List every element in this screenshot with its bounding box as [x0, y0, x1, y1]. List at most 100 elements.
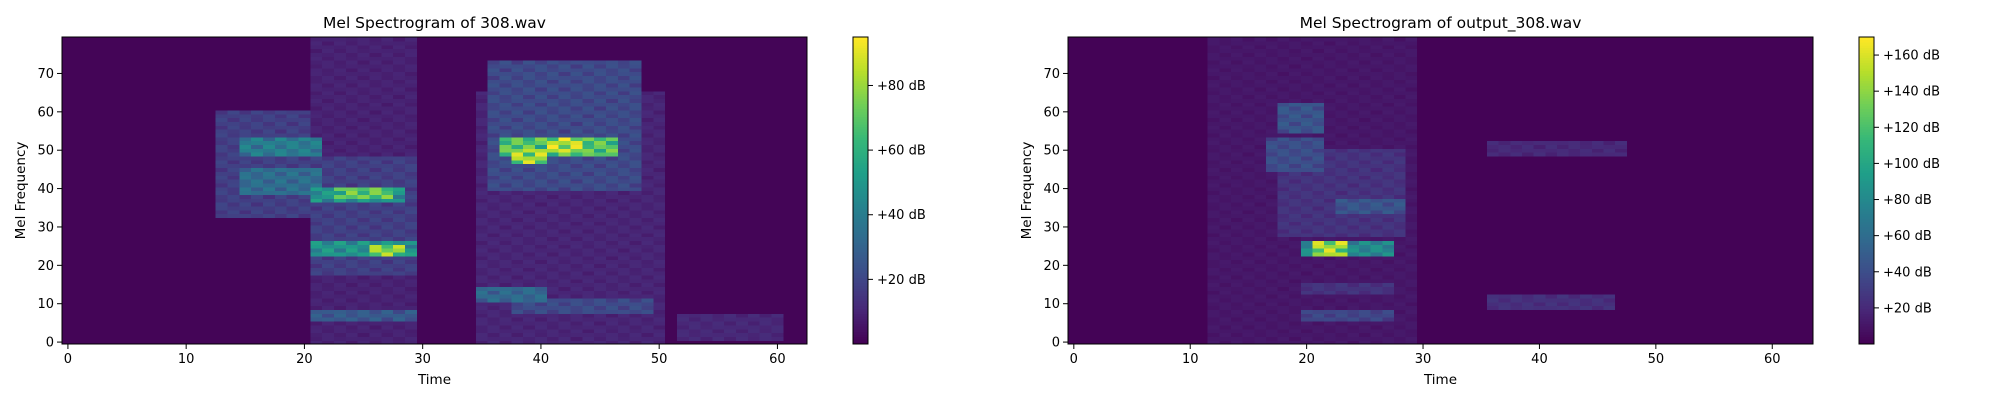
heatmap-cell: [771, 202, 784, 207]
heatmap-cell: [251, 79, 264, 84]
heatmap-cell: [700, 263, 713, 268]
heatmap-cell: [428, 113, 442, 119]
heatmap-cell: [263, 209, 276, 215]
heatmap-cell: [759, 109, 773, 115]
heatmap-cell: [653, 48, 666, 53]
heatmap-cell: [499, 56, 512, 61]
heatmap-cell: [570, 79, 583, 84]
heatmap-cell: [617, 221, 631, 226]
heatmap-cell: [393, 109, 406, 115]
heatmap-cell: [203, 244, 217, 249]
heatmap-cell: [180, 328, 193, 334]
heatmap-cell: [570, 259, 583, 265]
heatmap-cell: [523, 152, 536, 157]
heatmap-cell: [629, 102, 643, 107]
heatmap-cell: [345, 324, 359, 330]
heatmap-cell: [783, 309, 796, 314]
heatmap-cell: [724, 167, 737, 172]
heatmap-cell: [641, 205, 654, 211]
heatmap-cell: [73, 125, 87, 130]
heatmap-cell: [192, 190, 205, 195]
heatmap-cell: [499, 67, 512, 73]
heatmap-cell: [381, 278, 394, 284]
heatmap-cell: [357, 75, 371, 80]
heatmap-cell: [121, 52, 134, 57]
heatmap-cell: [795, 248, 808, 253]
heatmap-cell: [239, 182, 252, 188]
heatmap-cell: [594, 320, 607, 326]
heatmap-cell: [475, 217, 489, 222]
heatmap-cell: [62, 90, 75, 96]
heatmap-cell: [393, 113, 406, 119]
heatmap-cell: [333, 259, 347, 265]
heatmap-cell: [97, 129, 110, 134]
heatmap-cell: [404, 251, 418, 257]
heatmap-cell: [712, 48, 725, 53]
heatmap-cell: [665, 109, 678, 115]
heatmap-cell: [156, 155, 170, 161]
heatmap-cell: [381, 140, 394, 146]
heatmap-cell: [759, 106, 773, 111]
heatmap-cell: [428, 228, 442, 234]
heatmap-cell: [582, 328, 595, 334]
heatmap-cell: [369, 144, 382, 149]
heatmap-cell: [795, 340, 808, 345]
heatmap-cell: [239, 248, 252, 253]
heatmap-cell: [428, 159, 442, 165]
heatmap-cell: [665, 305, 678, 311]
heatmap-cell: [641, 117, 654, 123]
heatmap-cell: [582, 152, 595, 157]
heatmap-cell: [263, 221, 276, 226]
heatmap-cell: [688, 48, 702, 53]
heatmap-cell: [121, 136, 134, 142]
heatmap-cell: [487, 186, 501, 192]
heatmap-cell: [759, 83, 773, 88]
heatmap-cell: [712, 67, 725, 73]
heatmap-cell: [203, 194, 217, 199]
heatmap-cell: [416, 106, 430, 111]
heatmap-cell: [523, 236, 536, 241]
heatmap-cell: [239, 294, 252, 299]
heatmap-cell: [783, 132, 796, 138]
heatmap-cell: [322, 286, 335, 291]
heatmap-cell: [558, 328, 572, 334]
heatmap-cell: [736, 328, 749, 334]
heatmap-cell: [617, 94, 631, 99]
heatmap-cell: [62, 71, 75, 76]
heatmap-cell: [322, 117, 335, 123]
heatmap-cell: [676, 52, 690, 57]
heatmap-cell: [156, 144, 170, 149]
heatmap-cell: [168, 79, 181, 84]
heatmap-cell: [215, 336, 229, 341]
heatmap-cell: [771, 209, 784, 215]
heatmap-cell: [227, 56, 240, 61]
heatmap-cell: [156, 109, 170, 115]
heatmap-cell: [369, 228, 382, 234]
heatmap-cell: [617, 152, 631, 157]
heatmap-cell: [440, 305, 453, 311]
heatmap-cell: [192, 167, 205, 172]
heatmap-cell: [192, 60, 205, 65]
heatmap-cell: [239, 205, 252, 211]
heatmap-cell: [345, 109, 359, 115]
heatmap-cell: [499, 244, 512, 249]
heatmap-cell: [653, 60, 666, 65]
heatmap-cell: [227, 263, 240, 268]
heatmap-cell: [594, 213, 607, 218]
heatmap-cell: [144, 228, 158, 234]
heatmap-cell: [605, 205, 619, 211]
heatmap-cell: [700, 37, 713, 42]
heatmap-cell: [795, 309, 808, 314]
heatmap-cell: [582, 132, 595, 138]
heatmap-cell: [594, 178, 607, 184]
heatmap-cell: [333, 228, 347, 234]
heatmap-cell: [85, 317, 99, 322]
heatmap-cell: [499, 297, 512, 303]
heatmap-cell: [333, 129, 347, 134]
heatmap-cell: [523, 244, 536, 249]
heatmap-cell: [345, 301, 359, 307]
heatmap-cell: [109, 144, 122, 149]
heatmap-cell: [535, 213, 548, 218]
heatmap-cell: [428, 255, 442, 261]
heatmap-cell: [535, 37, 548, 42]
